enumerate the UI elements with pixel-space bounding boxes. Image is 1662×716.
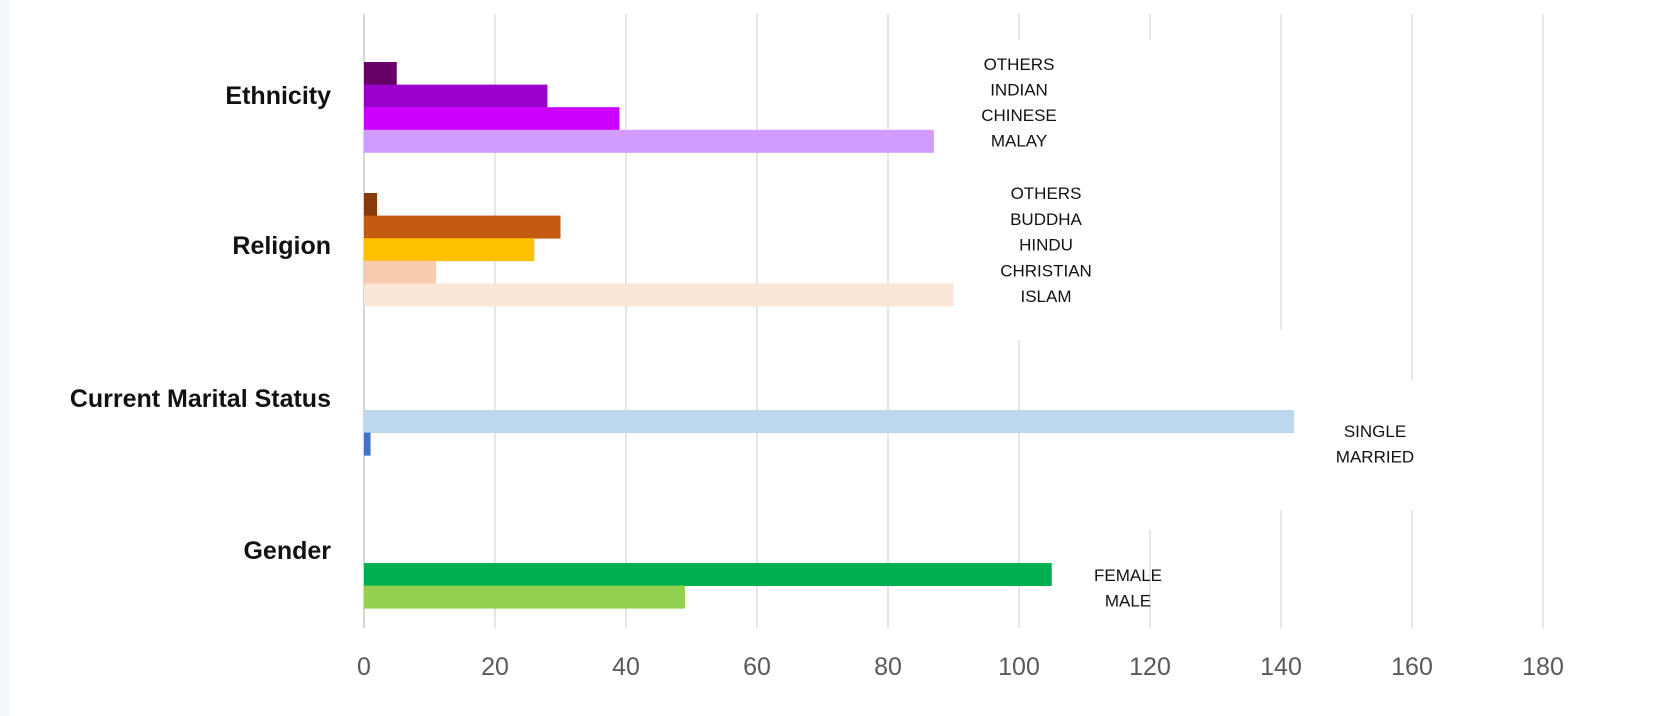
- legend-label-current-marital-status-single: SINGLE: [1344, 422, 1406, 441]
- legend-label-current-marital-status-married: MARRIED: [1336, 448, 1414, 467]
- category-label-current-marital-status: Current Marital Status: [70, 385, 331, 413]
- bar-current-marital-status-single: [364, 410, 1295, 433]
- legend-label-gender-male: MALE: [1105, 592, 1151, 611]
- bar-religion-islam: [364, 283, 954, 307]
- category-label-gender: Gender: [243, 537, 331, 565]
- legend-label-ethnicity-chinese: CHINESE: [981, 106, 1057, 125]
- bar-current-marital-status-married: [364, 432, 371, 456]
- category-label-ethnicity: Ethnicity: [225, 82, 331, 110]
- legend-label-gender-female: FEMALE: [1094, 566, 1162, 585]
- x-tick-label-20: 20: [481, 653, 509, 681]
- x-tick-label-120: 120: [1129, 653, 1171, 681]
- legend-label-religion-islam: ISLAM: [1020, 287, 1071, 306]
- bar-gender-male: [364, 585, 685, 609]
- bar-religion-others: [364, 193, 378, 216]
- bar-ethnicity-others: [364, 62, 397, 85]
- bar-ethnicity-malay: [364, 129, 934, 153]
- legend-label-religion-buddha: BUDDHA: [1010, 210, 1082, 229]
- bar-ethnicity-indian: [364, 84, 548, 108]
- x-tick-label-140: 140: [1260, 653, 1302, 681]
- legend-labels: OTHERS INDIAN CHINESE MALAY OTHERS BUDDHA HIND…: [981, 55, 1414, 611]
- legend-label-ethnicity-indian: INDIAN: [990, 81, 1048, 100]
- x-tick-label-40: 40: [612, 653, 640, 681]
- x-tick-label-160: 160: [1391, 653, 1433, 681]
- x-tick-label-180: 180: [1522, 653, 1564, 681]
- x-tick-label-0: 0: [357, 653, 371, 681]
- legend-label-religion-hindu: HINDU: [1019, 236, 1073, 255]
- bar-ethnicity-chinese: [364, 107, 620, 131]
- bars: [364, 62, 1295, 609]
- x-axis-tick-labels: 0 20 40 60 80 100 120 140 160 180: [357, 653, 1564, 681]
- category-label-religion: Religion: [232, 232, 331, 260]
- bar-religion-buddha: [364, 215, 561, 239]
- legend-label-religion-christian: CHRISTIAN: [1000, 261, 1092, 280]
- legend-label-religion-others: OTHERS: [1011, 184, 1082, 203]
- x-tick-label-80: 80: [874, 653, 902, 681]
- bar-religion-christian: [364, 260, 437, 284]
- bar-gender-female: [364, 563, 1052, 586]
- legend-label-ethnicity-others: OTHERS: [984, 55, 1055, 74]
- bar-religion-hindu: [364, 238, 535, 262]
- x-tick-label-60: 60: [743, 653, 771, 681]
- left-border-strip: [0, 0, 10, 716]
- category-labels: Ethnicity Religion Current Marital Status G…: [70, 82, 331, 565]
- legend-label-ethnicity-malay: MALAY: [991, 132, 1047, 151]
- x-tick-label-100: 100: [998, 653, 1040, 681]
